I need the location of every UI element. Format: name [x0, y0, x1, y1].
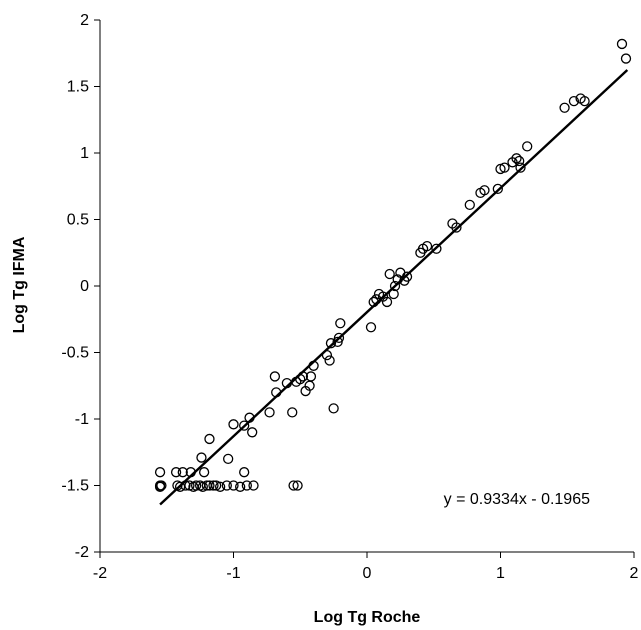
data-point: [333, 332, 345, 344]
data-point: [177, 467, 188, 478]
data-point: [514, 155, 525, 167]
y-tick-label: 2: [80, 12, 89, 29]
y-tick-label: 1.5: [67, 79, 89, 96]
data-point: [228, 419, 239, 430]
data-point: [335, 318, 346, 329]
y-tick-label: 0: [80, 278, 89, 295]
y-tick-label: -2: [75, 544, 89, 561]
data-point: [198, 467, 210, 478]
data-point: [401, 271, 413, 282]
data-point: [154, 481, 166, 492]
y-tick-label: 1: [80, 145, 89, 162]
x-tick-label: 2: [630, 565, 639, 582]
data-point: [389, 280, 401, 292]
data-point: [384, 268, 395, 280]
data-point: [616, 38, 628, 50]
data-point: [431, 243, 442, 254]
data-point: [228, 480, 239, 491]
x-axis-title: Log Tg Roche: [314, 609, 421, 626]
data-point: [288, 480, 299, 491]
x-tick-label: -1: [226, 565, 240, 582]
y-tick-label: -1.5: [61, 478, 89, 495]
data-point: [235, 481, 246, 492]
data-point: [499, 162, 510, 173]
x-tick-label: 1: [496, 565, 505, 582]
data-points: [154, 38, 632, 492]
data-point: [324, 355, 335, 366]
trend-line: [159, 69, 629, 506]
data-point: [479, 185, 490, 196]
data-point: [421, 240, 433, 252]
data-point: [492, 183, 503, 195]
data-point: [579, 95, 590, 107]
data-point: [204, 433, 215, 445]
data-point: [247, 427, 258, 438]
data-point: [214, 481, 226, 492]
data-point: [248, 480, 259, 491]
data-point: [325, 338, 337, 349]
data-point: [208, 480, 219, 491]
y-tick-label: 0.5: [67, 212, 89, 229]
data-point: [190, 480, 202, 491]
data-point: [204, 480, 215, 491]
data-point: [264, 407, 275, 418]
data-point: [511, 153, 522, 164]
y-tick-label: -1: [75, 411, 89, 428]
x-tick-label: -2: [93, 565, 107, 582]
data-point: [170, 467, 182, 478]
x-tick-label: 0: [363, 565, 372, 582]
data-point: [620, 53, 632, 64]
data-point: [241, 480, 253, 491]
data-point: [305, 371, 317, 382]
data-point: [154, 467, 166, 478]
data-point: [464, 199, 475, 211]
y-axis-title: Log Tg IFMA: [11, 236, 28, 333]
data-point: [269, 371, 281, 382]
y-ticks: -2 -1.5 -1 -0.5 0 0.5 1 1.5 2: [61, 12, 100, 561]
data-point: [388, 288, 399, 300]
y-tick-label: -0.5: [61, 345, 89, 362]
data-point: [365, 322, 377, 333]
data-point: [559, 102, 570, 113]
data-point: [239, 420, 250, 431]
data-point: [287, 407, 298, 418]
data-point: [451, 222, 462, 233]
data-point: [328, 403, 339, 414]
data-point: [239, 467, 250, 478]
data-point: [196, 452, 207, 463]
x-ticks: -2 -1 0 1 2: [93, 552, 639, 582]
data-point: [381, 296, 393, 308]
data-point: [156, 480, 167, 491]
data-point: [515, 162, 526, 173]
data-point: [522, 141, 533, 152]
data-point: [292, 480, 303, 491]
data-point: [568, 95, 580, 107]
data-point: [223, 453, 234, 465]
data-point: [221, 480, 232, 491]
trendline-equation: y = 0.9334x - 0.1965: [444, 491, 590, 508]
